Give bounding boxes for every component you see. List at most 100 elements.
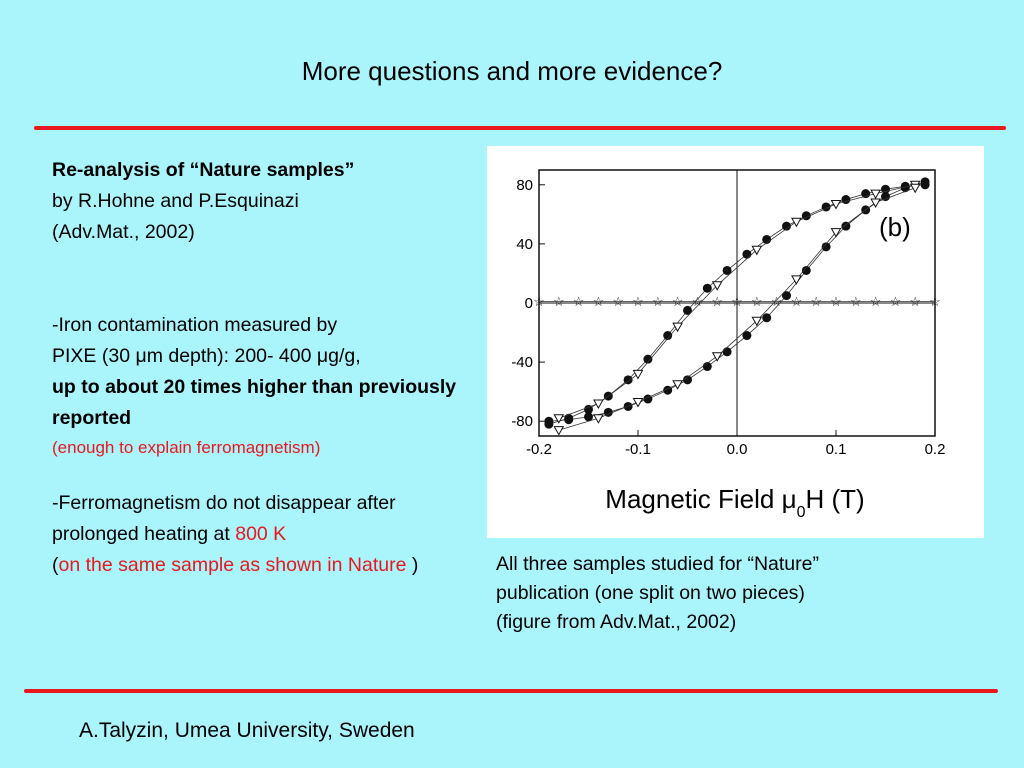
data-point-triangle — [593, 414, 604, 424]
heading: Re-analysis of “Nature samples” — [52, 159, 355, 181]
data-point-filled — [683, 375, 692, 385]
data-point-triangle — [632, 369, 644, 380]
data-point-triangle — [791, 275, 802, 285]
data-point-star: ☆ — [593, 294, 605, 309]
data-point-filled — [584, 412, 593, 422]
data-point-filled — [564, 415, 574, 425]
series-line-2 — [558, 184, 916, 419]
data-point-star: ☆ — [553, 294, 565, 309]
data-point-star: ☆ — [870, 294, 882, 309]
data-point-star: ☆ — [751, 294, 763, 309]
y-tick-label: 40 — [516, 236, 533, 253]
data-point-filled — [584, 404, 593, 414]
data-point-filled — [722, 347, 732, 357]
data-point-filled — [821, 242, 831, 252]
data-point-triangle — [791, 217, 802, 228]
panel-label: (b) — [879, 212, 911, 242]
data-point-filled — [544, 416, 554, 426]
data-point-filled — [881, 192, 890, 202]
data-point-filled — [762, 234, 772, 244]
x-tick-label: -0.2 — [526, 441, 552, 458]
y-tick-label: 0 — [525, 295, 533, 312]
data-point-filled — [841, 195, 851, 205]
data-point-filled — [782, 221, 791, 231]
y-tick-label: -80 — [511, 413, 533, 430]
p2-line2: PIXE (30 μm depth): 200- 400 μg/g, — [52, 345, 361, 367]
data-point-filled — [900, 183, 910, 193]
data-point-triangle — [711, 281, 723, 291]
data-point-filled — [742, 249, 752, 259]
data-point-triangle — [632, 398, 644, 408]
data-point-triangle — [870, 198, 881, 209]
bottom-divider — [24, 689, 998, 693]
caption-line2: publication (one split on two pieces) — [496, 582, 805, 604]
p3-text: -Ferromagnetism do not disappear after p… — [52, 492, 396, 545]
paragraph-heating: -Ferromagnetism do not disappear after p… — [52, 488, 472, 581]
data-point-filled — [702, 362, 712, 372]
data-point-filled — [920, 177, 930, 187]
data-point-filled — [702, 283, 712, 293]
data-point-star: ☆ — [711, 294, 723, 309]
data-point-triangle — [751, 245, 763, 256]
data-point-star: ☆ — [612, 294, 624, 309]
paragraph-iron: -Iron contamination measured by PIXE (30… — [52, 310, 472, 462]
data-point-star: ☆ — [632, 294, 644, 309]
x-tick-label: 0.0 — [727, 441, 748, 458]
y-tick-label: -40 — [511, 354, 533, 371]
data-point-star: ☆ — [909, 294, 921, 309]
left-text-block: Re-analysis of “Nature samples” by R.Hoh… — [52, 155, 472, 248]
series-line-3 — [558, 187, 916, 431]
data-point-filled — [643, 354, 653, 364]
footer-author: A.Talyzin, Umea University, Sweden — [79, 719, 415, 742]
data-point-triangle — [553, 414, 565, 424]
data-point-filled — [722, 265, 732, 275]
caption-line3: (figure from Adv.Mat., 2002) — [496, 611, 737, 633]
data-point-filled — [841, 221, 851, 231]
hysteresis-figure: -0.2 -0.1 0.0 0.1 0.2 80 40 0 -40 -80 ☆ ☆ ☆ ☆ ☆ ☆ ☆ ☆ ☆ ☆ ☆… — [487, 146, 984, 538]
data-point-star: ☆ — [652, 294, 664, 309]
p2-bold: up to about 20 times higher than previou… — [52, 376, 457, 429]
data-point-star: ☆ — [771, 294, 783, 309]
p2-red: (enough to explain ferromagnetism) — [52, 438, 321, 457]
hysteresis-chart: -0.2 -0.1 0.0 0.1 0.2 80 40 0 -40 -80 ☆ ☆ ☆ ☆ ☆ ☆ ☆ ☆ ☆ ☆ ☆… — [511, 169, 946, 521]
data-point-triangle — [553, 426, 565, 436]
caption-line1: All three samples studied for “Nature” — [496, 553, 819, 575]
data-point-triangle — [870, 189, 881, 200]
top-divider — [34, 126, 1006, 130]
p3-temperature: 800 K — [235, 523, 287, 545]
figure-caption: All three samples studied for “Nature” p… — [496, 550, 976, 637]
p2-line1: -Iron contamination measured by — [52, 314, 338, 336]
authors: by R.Hohne and P.Esquinazi — [52, 190, 299, 212]
data-point-filled — [801, 265, 811, 275]
data-point-filled — [762, 313, 772, 323]
data-point-filled — [663, 331, 673, 341]
x-tick-label: -0.1 — [625, 441, 651, 458]
data-point-triangle — [593, 399, 604, 410]
data-point-filled — [623, 375, 633, 385]
data-point-triangle — [711, 352, 723, 362]
p3-open-paren: ( — [52, 554, 59, 576]
slide-title: More questions and more evidence? — [301, 56, 723, 86]
y-tick-label: 80 — [516, 177, 533, 194]
data-point-filled — [603, 407, 613, 417]
data-point-star: ☆ — [791, 294, 803, 309]
reference: (Adv.Mat., 2002) — [52, 221, 195, 243]
data-point-filled — [881, 184, 890, 194]
data-point-triangle — [672, 380, 683, 390]
data-point-filled — [782, 291, 791, 301]
data-point-triangle — [751, 316, 763, 327]
data-point-star: ☆ — [692, 294, 704, 309]
data-point-star: ☆ — [850, 294, 862, 309]
x-axis-label: Magnetic Field μ0H (T) — [605, 484, 864, 521]
data-point-star: ☆ — [929, 294, 941, 309]
data-point-triangle — [909, 183, 921, 194]
data-point-star: ☆ — [672, 294, 684, 309]
x-tick-label: 0.2 — [925, 441, 946, 458]
data-point-triangle — [830, 228, 842, 238]
data-point-star: ☆ — [830, 294, 842, 309]
data-point-triangle — [672, 322, 683, 333]
x-tick-label: 0.1 — [826, 441, 847, 458]
data-point-triangle — [830, 199, 842, 210]
p3-same-sample: on the same sample as shown in Nature — [58, 554, 407, 576]
data-point-star: ☆ — [890, 294, 902, 309]
